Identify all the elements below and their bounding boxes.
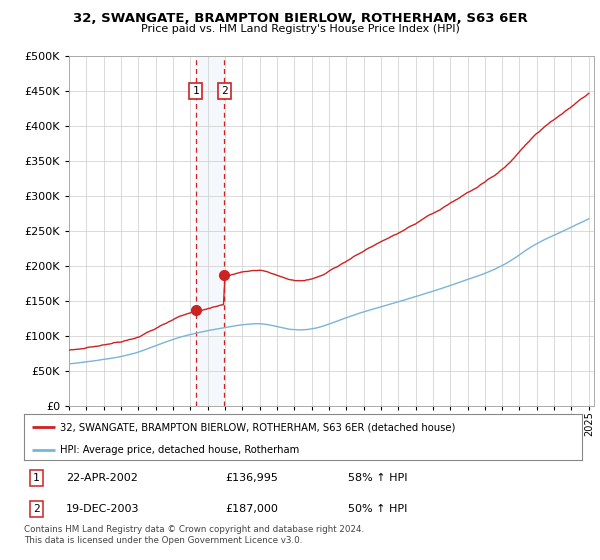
Text: Contains HM Land Registry data © Crown copyright and database right 2024.
This d: Contains HM Land Registry data © Crown c… (24, 525, 364, 545)
Text: 2: 2 (221, 86, 228, 96)
Text: 2: 2 (33, 504, 40, 514)
Text: Price paid vs. HM Land Registry's House Price Index (HPI): Price paid vs. HM Land Registry's House … (140, 24, 460, 34)
Text: 1: 1 (33, 473, 40, 483)
Text: HPI: Average price, detached house, Rotherham: HPI: Average price, detached house, Roth… (60, 445, 299, 455)
Text: 50% ↑ HPI: 50% ↑ HPI (347, 504, 407, 514)
Text: 1: 1 (192, 86, 199, 96)
Text: 22-APR-2002: 22-APR-2002 (66, 473, 138, 483)
Text: £136,995: £136,995 (225, 473, 278, 483)
Text: 58% ↑ HPI: 58% ↑ HPI (347, 473, 407, 483)
Bar (196, 56, 224, 406)
Text: 32, SWANGATE, BRAMPTON BIERLOW, ROTHERHAM, S63 6ER: 32, SWANGATE, BRAMPTON BIERLOW, ROTHERHA… (73, 12, 527, 25)
Text: 32, SWANGATE, BRAMPTON BIERLOW, ROTHERHAM, S63 6ER (detached house): 32, SWANGATE, BRAMPTON BIERLOW, ROTHERHA… (60, 422, 455, 432)
Text: 19-DEC-2003: 19-DEC-2003 (66, 504, 139, 514)
Text: £187,000: £187,000 (225, 504, 278, 514)
